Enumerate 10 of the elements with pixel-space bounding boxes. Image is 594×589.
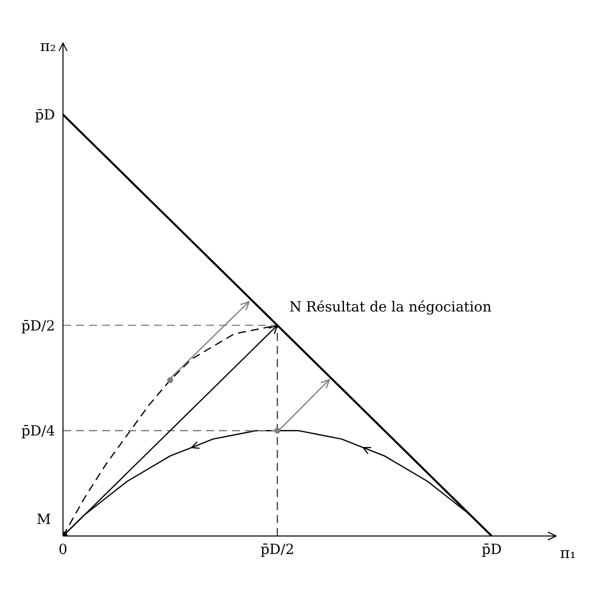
x-axis-title: π₁ <box>560 544 576 562</box>
annotation: p̄D/2 <box>21 318 55 334</box>
x-tick-label: p̄D/2 <box>260 542 294 558</box>
annotation: p̄D/4 <box>21 424 56 440</box>
x-tick-label: 0 <box>58 542 68 558</box>
annotation: M <box>36 512 51 528</box>
y-axis-title: π₂ <box>40 37 56 55</box>
x-tick-label: p̄D <box>482 542 502 558</box>
annotation: p̄D <box>34 108 55 124</box>
annotation: N Résultat de la négociation <box>289 299 492 316</box>
